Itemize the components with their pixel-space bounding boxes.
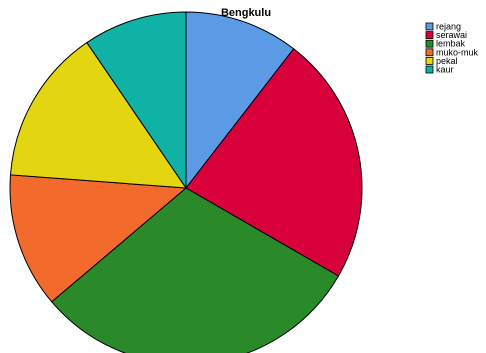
legend-swatch-pekal xyxy=(425,57,434,65)
legend-swatch-rejang xyxy=(425,22,434,31)
chart-title: Bengkulu xyxy=(221,7,271,19)
pie-slice-lembak xyxy=(51,187,340,353)
legend-label-lembak: lembak xyxy=(436,39,466,49)
pie-slices xyxy=(9,11,363,353)
legend-swatch-muko-muko xyxy=(425,48,434,57)
legend-label-pekal: pekal xyxy=(436,56,458,66)
legend-label-serawai: serawai xyxy=(436,30,467,40)
pie-slice-kaur xyxy=(86,11,187,190)
pie-slice-pekal xyxy=(9,41,187,189)
legend-swatch-serawai xyxy=(425,31,434,40)
legend-label-kaur: kaur xyxy=(436,65,454,75)
pie-slice-rejang xyxy=(185,11,295,190)
pie-slice-serawai xyxy=(185,48,363,277)
pie-slice-muko-muko xyxy=(9,174,188,303)
legend-swatch-lembak xyxy=(425,39,434,48)
legend-swatch-kaur xyxy=(425,65,434,74)
legend-label-rejang: rejang xyxy=(436,22,461,32)
legend-label-muko-muko: muko-muk xyxy=(436,47,479,57)
